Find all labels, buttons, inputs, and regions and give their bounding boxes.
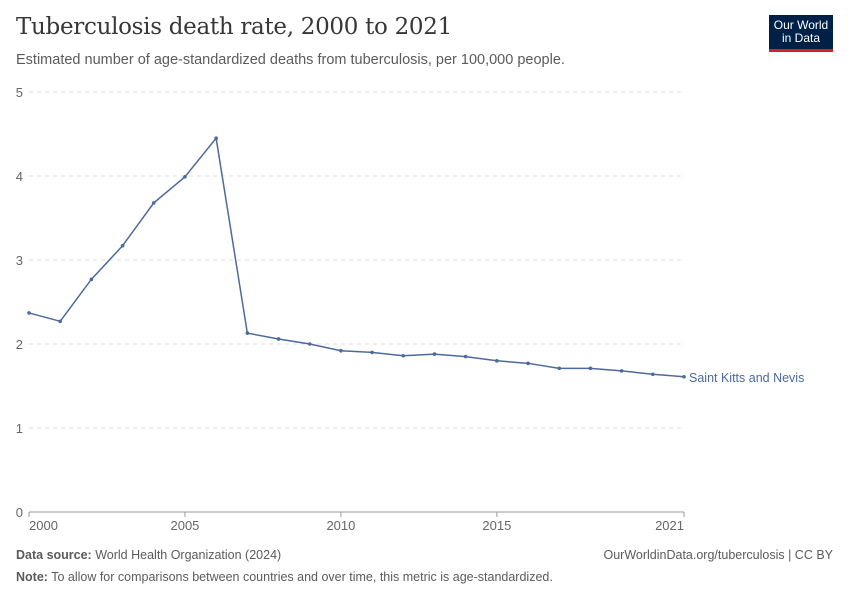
data-point [463, 354, 468, 359]
data-point [151, 201, 156, 205]
data-point [214, 136, 218, 140]
series-label: Saint Kitts and Nevis [689, 371, 804, 385]
data-point [276, 337, 281, 341]
y-tick-label: 0 [16, 505, 23, 520]
chart-title: Tuberculosis death rate, 2000 to 2021 [16, 14, 452, 40]
data-point [495, 359, 499, 363]
y-tick-label: 4 [16, 169, 23, 184]
data-point [588, 366, 593, 371]
data-point [651, 372, 655, 377]
data-point [339, 348, 343, 353]
note-text: To allow for comparisons between countri… [51, 570, 553, 584]
source-url[interactable]: OurWorldinData.org/tuberculosis | CC BY [603, 548, 834, 562]
y-tick-label: 5 [16, 85, 23, 100]
data-point [89, 277, 94, 282]
data-point [682, 374, 686, 379]
source-text[interactable]: World Health Organization (2024) [95, 548, 282, 562]
series-line [28, 136, 685, 378]
x-tick-label: 2015 [482, 518, 511, 533]
chart-subtitle: Estimated number of age-standardized dea… [16, 52, 565, 68]
note: Note: To allow for comparisons between c… [16, 570, 553, 584]
x-tick-label: 2021 [655, 518, 684, 533]
y-tick-label: 3 [16, 253, 23, 268]
data-point [307, 342, 312, 346]
data-point [245, 331, 250, 335]
owid-logo[interactable]: Our World in Data [769, 15, 833, 52]
data-source: Data source: World Health Organization (… [16, 548, 281, 562]
data-point [619, 369, 624, 373]
data-point [526, 361, 530, 366]
data-point [183, 175, 187, 179]
data-point [120, 243, 125, 248]
data-point [58, 319, 62, 324]
note-label: Note: [16, 570, 48, 584]
y-tick-label: 2 [16, 337, 23, 352]
data-point [370, 350, 374, 355]
data-point [401, 353, 406, 358]
x-tick-label: 2000 [29, 518, 58, 533]
data-point [557, 366, 562, 371]
source-label: Data source: [16, 548, 92, 562]
x-tick-label: 2010 [326, 518, 355, 533]
data-point [432, 352, 437, 356]
y-tick-label: 1 [16, 421, 23, 436]
data-point [27, 311, 31, 315]
x-tick-label: 2005 [170, 518, 199, 533]
